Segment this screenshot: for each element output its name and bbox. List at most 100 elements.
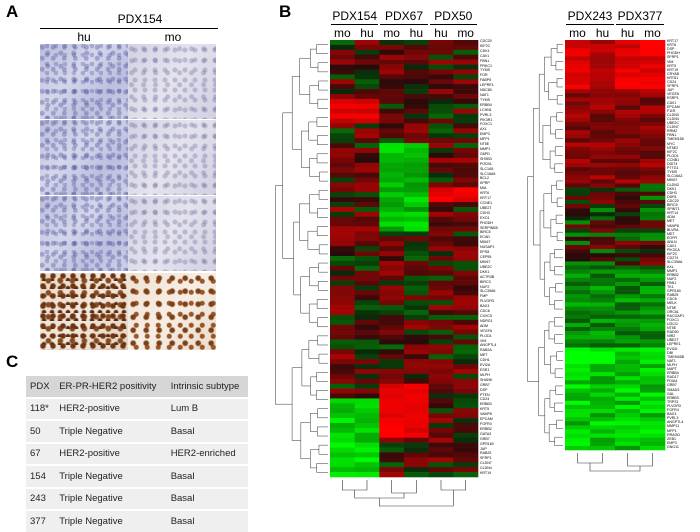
heatmap-left-cell (330, 442, 355, 448)
heatmap-left-cell (330, 413, 355, 419)
heatmap-right-cell (590, 331, 616, 336)
heatmap-right-cell (565, 445, 591, 451)
heatmap-left-cell (404, 182, 429, 188)
heatmap-left-cell (428, 447, 454, 453)
heatmap-left-cell (330, 373, 355, 380)
heatmap-left-cell (404, 64, 429, 70)
heatmap-right-cell (590, 130, 616, 135)
heatmap-left-cell (404, 123, 429, 129)
heatmap-left-cell (354, 334, 380, 340)
heatmap-right-cell (640, 314, 666, 320)
heatmap-left-cell (428, 162, 454, 168)
heatmap-left-cell (453, 324, 479, 330)
heatmap-left-cell (404, 211, 429, 218)
micrograph-hu-3 (40, 196, 128, 271)
heatmap-right-cell (615, 396, 641, 402)
heatmap-right-cell (640, 195, 666, 201)
heatmap-left-cell (428, 305, 454, 311)
heatmap-right-cell (565, 359, 591, 365)
heatmap-left-cell (453, 408, 479, 414)
heatmap-left-cell (453, 226, 479, 232)
heatmap-left-cell (453, 334, 479, 340)
heatmap-right-cell (565, 191, 591, 197)
heatmap-right-cell (565, 277, 591, 283)
heatmap-left-cell (330, 251, 355, 257)
heatmap-left-cell (428, 422, 454, 429)
heatmap-left-cell (428, 187, 454, 193)
heatmap-left-cell (428, 295, 454, 301)
heatmap-left-cell (379, 246, 405, 252)
heatmap-right-cell (565, 322, 591, 328)
heatmap-right-cell (565, 417, 591, 422)
heatmap-right-cell (615, 318, 641, 324)
table-cell: Triple Negative (55, 419, 167, 443)
heatmap-left-cell (404, 457, 429, 463)
heatmap-right-cell (590, 404, 616, 410)
heatmap-right-cell (565, 175, 591, 180)
gene-label: VAMP8 (667, 223, 679, 228)
gene-label: FMP (480, 294, 488, 299)
heatmap-right-cell (640, 343, 666, 348)
heatmap-left-cell (354, 452, 380, 458)
heatmap-left-cell (379, 98, 405, 105)
heatmap-left-cell (330, 40, 355, 46)
heatmap-right-cell (615, 437, 641, 443)
dendrogram-right-rows-branch (533, 108, 541, 246)
heatmap-right-cell (565, 44, 591, 49)
heatmap-right-cell (565, 376, 591, 381)
heatmap-right-cell (640, 105, 666, 110)
heatmap-left-cell (453, 339, 479, 345)
heatmap-left-cell (354, 94, 380, 100)
heatmap-right-cell (640, 413, 666, 418)
table-cell: Basal (166, 419, 248, 443)
table-cell: Triple Negative (55, 464, 167, 488)
heatmap-right-cell (615, 417, 641, 422)
heatmap-right-cell (615, 154, 641, 160)
heatmap-left-cell (428, 290, 454, 296)
heatmap-left-cell (330, 418, 355, 424)
heatmap-left-cell (404, 270, 429, 276)
heatmap-right-cell (590, 421, 616, 426)
heatmap-right-cell (615, 388, 641, 393)
gene-label: KRT6 (480, 191, 490, 196)
heatmap-column-label: hu (595, 26, 610, 40)
dendrogram-right-rows-branch (542, 125, 551, 160)
gene-label: PLOD1 (480, 333, 492, 338)
heatmap-right-cell (590, 298, 616, 303)
heatmap-left-cell (453, 98, 479, 105)
heatmap-right-cell (640, 208, 666, 213)
heatmap-right-cell (615, 273, 641, 279)
heatmap-left-cell (453, 84, 479, 90)
heatmap-left-cell (330, 452, 355, 458)
dendrogram-left-rows-branch (318, 80, 328, 91)
heatmap-left-cell (404, 251, 429, 257)
heatmap-left-cell (354, 285, 380, 291)
gene-label: TRPS1 (667, 399, 679, 404)
heatmap-left-cell (379, 54, 405, 60)
heatmap-left-cell (404, 472, 429, 478)
heatmap-right-cell (590, 433, 616, 438)
heatmap-left-cell (404, 148, 429, 154)
heatmap-right-cell (590, 306, 616, 311)
gene-label: SMAD3 (667, 387, 680, 392)
gene-label: KIF2C (667, 252, 678, 257)
dendrogram-left-rows-branch (316, 463, 328, 473)
heatmap-column-label: hu (360, 26, 374, 40)
gene-label: FABP5 (480, 78, 492, 83)
heatmap-left-cell (354, 324, 380, 330)
heatmap-left-cell (354, 314, 380, 321)
dendrogram-right-rows-branch (543, 193, 552, 229)
heatmap-left-cell (428, 231, 454, 237)
gene-label: CDH3 (667, 190, 677, 195)
heatmap-left-cell (354, 388, 380, 394)
heatmap-left-cell (453, 211, 479, 218)
heatmap-right-cell (565, 433, 591, 438)
heatmap-left-cell (453, 373, 479, 380)
heatmap-right-cell (615, 339, 641, 344)
heatmap-left-cell (453, 270, 479, 276)
heatmap-group-label: PDX154 (332, 9, 378, 23)
dendrogram-right-rows-branch (555, 214, 563, 224)
heatmap-right-cell (615, 40, 641, 45)
dendrogram-left-rows-branch (310, 48, 318, 68)
heatmap-right-cell (590, 413, 616, 418)
